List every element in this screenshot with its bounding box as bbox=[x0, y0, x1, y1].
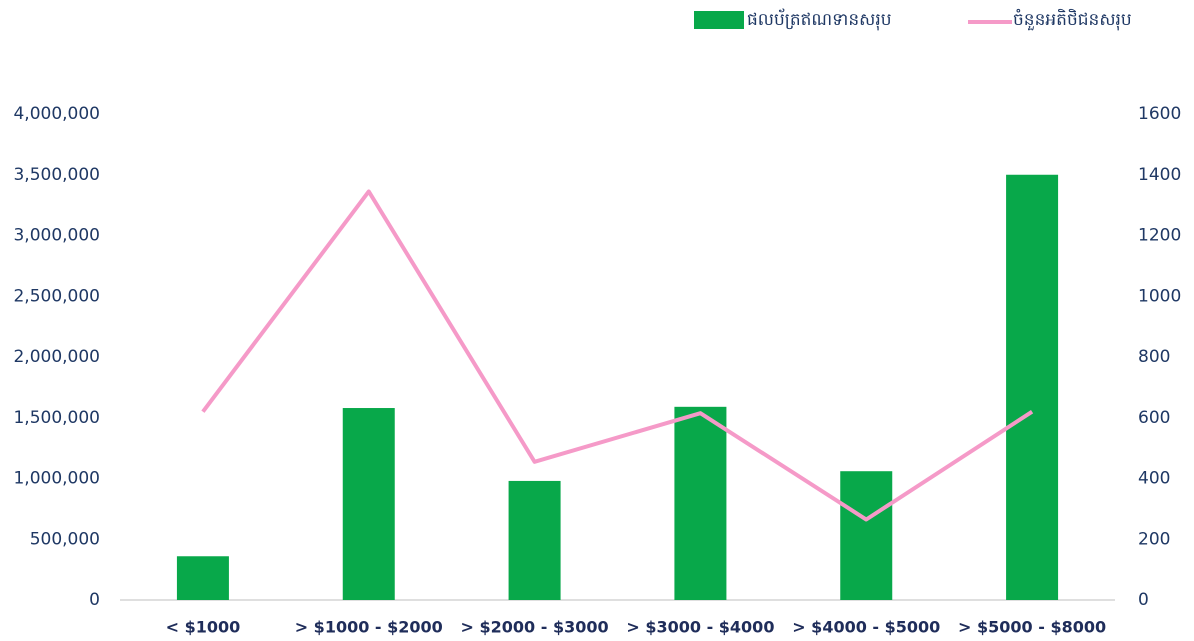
y2-tick-label: 800 bbox=[1138, 347, 1170, 367]
bar bbox=[674, 406, 727, 600]
x-tick-label: > $3000 - $4000 bbox=[626, 618, 774, 637]
y-tick-label: 2,500,000 bbox=[13, 286, 100, 306]
bar bbox=[342, 408, 395, 600]
y2-tick-label: 1200 bbox=[1138, 226, 1181, 246]
y2-tick-label: 1000 bbox=[1138, 286, 1181, 306]
y-tick-label: 2,000,000 bbox=[13, 347, 100, 367]
y-tick-label: 1,000,000 bbox=[13, 469, 100, 489]
y2-tick-label: 200 bbox=[1138, 529, 1170, 549]
x-tick-label: > $1000 - $2000 bbox=[295, 618, 443, 637]
x-tick-label: > $4000 - $5000 bbox=[792, 618, 940, 637]
y-tick-label: 3,500,000 bbox=[13, 165, 100, 185]
y-tick-label: 0 bbox=[89, 590, 100, 610]
legend-label: ផលប័ត្រឥណទានសរុប bbox=[747, 8, 892, 31]
y2-tick-label: 400 bbox=[1138, 469, 1170, 489]
y-tick-label: 3,000,000 bbox=[13, 226, 100, 246]
y2-tick-label: 600 bbox=[1138, 408, 1170, 428]
legend-swatch bbox=[694, 11, 744, 29]
bar bbox=[508, 480, 561, 600]
bar bbox=[176, 556, 229, 600]
y2-tick-label: 1400 bbox=[1138, 165, 1181, 185]
legend-label: ចំនួនអតិថិជនសរុប bbox=[1013, 8, 1132, 31]
y-tick-label: 1,500,000 bbox=[13, 408, 100, 428]
y-tick-label: 4,000,000 bbox=[13, 104, 100, 124]
x-tick-label: > $5000 - $8000 bbox=[958, 618, 1106, 637]
y2-tick-label: 1600 bbox=[1138, 104, 1181, 124]
x-tick-label: < $1000 bbox=[166, 618, 241, 637]
x-tick-label: > $2000 - $3000 bbox=[461, 618, 609, 637]
line bbox=[201, 189, 1034, 522]
y-tick-label: 500,000 bbox=[30, 529, 100, 549]
bar bbox=[1006, 174, 1059, 600]
bar bbox=[840, 471, 893, 600]
y2-tick-label: 0 bbox=[1138, 590, 1149, 610]
